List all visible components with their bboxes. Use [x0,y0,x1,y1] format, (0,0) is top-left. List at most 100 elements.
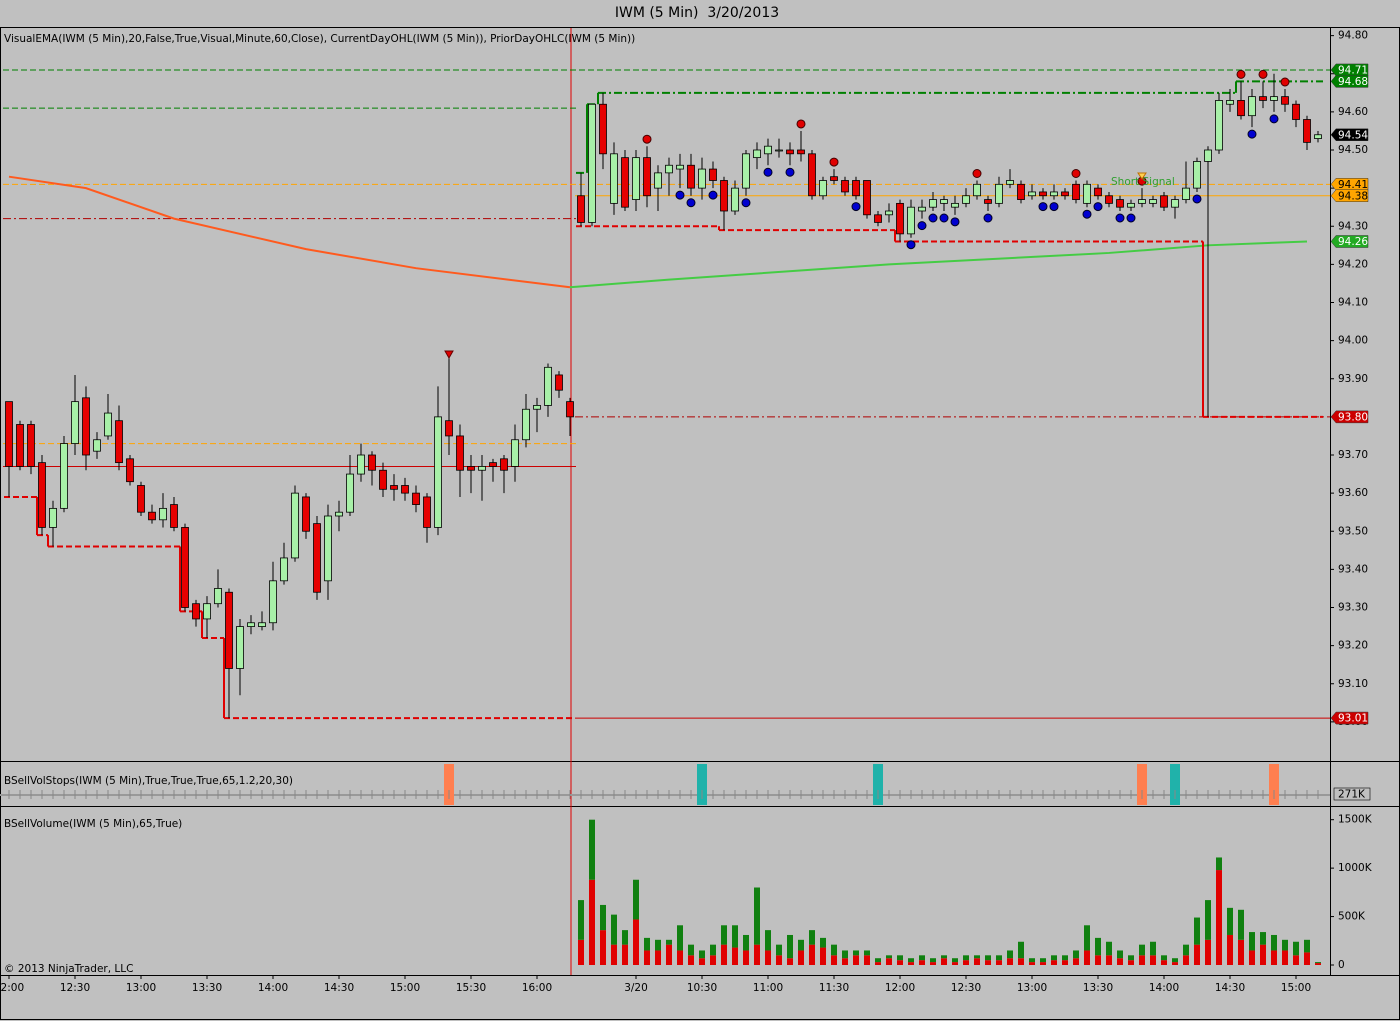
volume-bar [919,960,925,965]
volume-bar [996,960,1002,965]
y-tick-label: 93.70 [1338,449,1368,461]
volume-bar [1315,962,1321,964]
copyright: © 2013 NinjaTrader, LLC [4,963,133,975]
candle-body [1292,103,1300,120]
candle-body [82,397,90,456]
volume-bar [1073,950,1079,959]
x-tick-label: 12:00 [885,982,915,994]
volume-bar [1271,934,1277,951]
signal-dot [1038,202,1048,212]
volume-bar [1040,962,1046,965]
volume-bar [853,950,859,956]
volume-bar [875,962,881,965]
y-tick-label: 93.20 [1338,640,1368,652]
y-tick-label: 94.60 [1338,106,1368,118]
candle-body [346,473,354,513]
candle-body [885,210,893,216]
candle-body [863,180,871,216]
volume-bar [853,955,859,965]
signal-dot [917,221,927,231]
candle-body [1182,187,1190,200]
volume-bar [1216,870,1222,965]
candle-body [93,439,101,452]
chart-title: IWM (5 Min) 3/20/2013 [615,5,779,21]
volume-bar [941,955,947,959]
volume-bar [677,950,683,965]
signal-dot [1280,77,1290,87]
x-tick-label: 14:00 [258,982,288,994]
candle-body [1281,96,1289,105]
signal-dot [785,167,795,177]
candle-body [60,443,68,509]
volume-bar [1095,955,1101,965]
volume-bar [952,958,958,963]
volume-bar [930,958,936,963]
x-tick-label: 11:00 [753,982,783,994]
candle-body [170,504,178,528]
candle-body [654,172,662,189]
price-marker [1330,75,1369,88]
volume-bar [952,962,958,965]
volume-bar [754,887,760,945]
candle-body [1083,183,1091,204]
candle-body [973,183,981,197]
candle-body [599,103,607,155]
panel-title: BSellVolStops(IWM (5 Min),True,True,True… [4,775,293,787]
candle-body [203,603,211,620]
volume-bar [589,879,595,965]
candle-body [71,401,79,444]
price-marker-label: 94.26 [1338,236,1368,248]
volume-bar [699,950,705,959]
volume-bar [864,950,870,956]
volume-bar [677,925,683,951]
volume-bar [1260,932,1266,945]
candle-body [1105,195,1113,204]
volume-bar [820,937,826,948]
signal-dot [1269,114,1279,124]
volume-bar [1227,934,1233,965]
volume-bar [688,944,694,956]
candle-body [500,458,508,471]
candle-body [214,588,222,605]
volume-bar [897,955,903,961]
signal-arrow [444,350,454,360]
volume-bar [732,947,738,965]
volume-bar [963,955,969,961]
candle-body [1006,180,1014,185]
x-tick-label: 11:30 [819,982,849,994]
volume-bar [1018,958,1024,965]
signal-dot [1236,69,1246,79]
volume-bar [974,955,980,959]
candle-body [1226,100,1234,105]
volume-bar [831,944,837,956]
candle-body [236,626,244,669]
candle-body [698,168,706,189]
volume-bar [1128,960,1134,965]
price-marker-label: 94.54 [1338,129,1368,141]
candle-body [148,511,156,521]
candle-body [687,164,695,189]
candle-body [280,557,288,582]
candle-body [258,622,266,627]
volstop-label-box [1333,787,1371,801]
candle-body [225,591,233,669]
candle-body [445,420,453,437]
x-tick-label: 14:00 [1149,982,1179,994]
volume-bar [1084,950,1090,965]
candle-body [1061,191,1069,197]
signal-dot [796,119,806,129]
volume-bar [721,925,727,945]
candle-body [478,466,486,471]
price-marker-label: 94.38 [1338,190,1368,202]
plot-layer: 93.0093.1093.2093.3093.4093.5093.6093.70… [0,30,1373,994]
volume-bar [1304,952,1310,965]
volume-bar [1172,958,1178,963]
volume-bar [974,958,980,965]
y-tick-label: 94.50 [1338,144,1368,156]
ema-line [569,240,1308,289]
x-tick-label: 13:30 [192,982,222,994]
candle-body [577,195,585,223]
volume-bar [1117,950,1123,959]
candle-body [1072,183,1080,200]
volume-bar [710,955,716,965]
